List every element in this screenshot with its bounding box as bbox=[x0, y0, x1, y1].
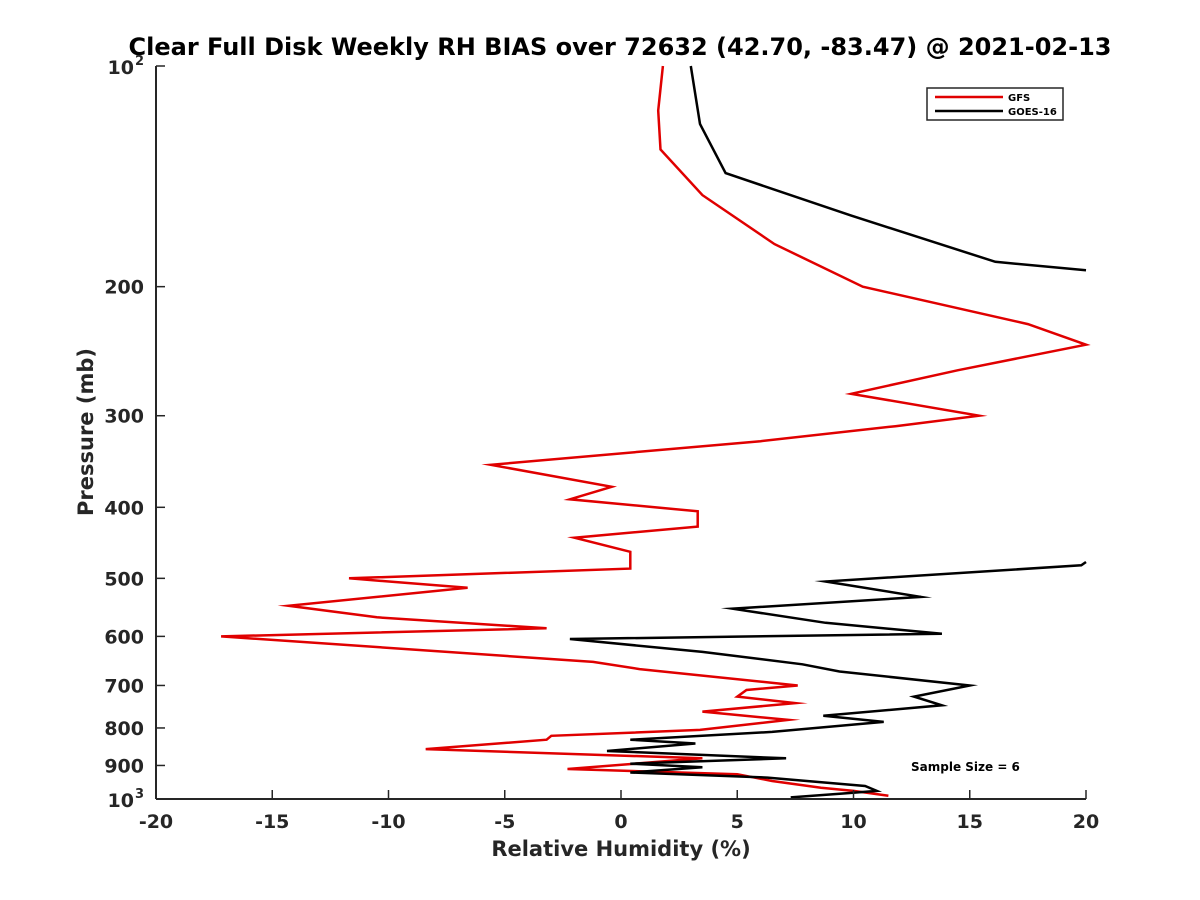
legend: GFS GOES-16 bbox=[926, 87, 1064, 121]
y-tick-label: 500 bbox=[104, 568, 144, 590]
y-tick-label: 10 bbox=[108, 790, 134, 812]
x-tick-label: 10 bbox=[840, 811, 866, 833]
y-tick-label: 900 bbox=[104, 755, 144, 777]
y-tick-label: 400 bbox=[104, 497, 144, 519]
y-tick-label: 200 bbox=[104, 277, 144, 299]
x-tick-label: 0 bbox=[614, 811, 627, 833]
x-tick-label: 5 bbox=[731, 811, 744, 833]
y-tick-base: 10 bbox=[108, 790, 134, 812]
plot-area bbox=[156, 66, 1086, 799]
y-tick-base: 10 bbox=[108, 57, 134, 79]
y-axis-label: Pressure (mb) bbox=[74, 348, 98, 516]
legend-label-goes16: GOES-16 bbox=[1008, 107, 1057, 118]
y-tick-label: 700 bbox=[104, 675, 144, 697]
y-tick-exponent: 2 bbox=[135, 54, 144, 69]
x-tick-label: 20 bbox=[1073, 811, 1099, 833]
legend-box bbox=[926, 87, 1064, 121]
x-ticks: -20 -15 -10 -5 0 5 10 15 20 bbox=[139, 790, 1099, 833]
y-tick-label: 600 bbox=[104, 626, 144, 648]
x-tick-label: 15 bbox=[957, 811, 983, 833]
series-line-goes16 bbox=[569, 65, 1087, 799]
legend-label-gfs: GFS bbox=[1008, 93, 1030, 104]
series-layer bbox=[221, 65, 1091, 799]
chart-title: Clear Full Disk Weekly RH BIAS over 7263… bbox=[129, 33, 1112, 61]
x-tick-label: -15 bbox=[255, 811, 289, 833]
y-tick-label: 800 bbox=[104, 718, 144, 740]
x-tick-label: -20 bbox=[139, 811, 173, 833]
x-tick-label: -10 bbox=[371, 811, 405, 833]
sample-size-annotation: Sample Size = 6 bbox=[911, 760, 1020, 774]
y-tick-label: 300 bbox=[104, 406, 144, 428]
series-line-gfs bbox=[221, 65, 1091, 798]
x-axis-label: Relative Humidity (%) bbox=[491, 837, 750, 861]
x-tick-label: -5 bbox=[494, 811, 515, 833]
y-tick-label: 10 bbox=[108, 57, 134, 79]
y-tick-exponent: 3 bbox=[135, 787, 144, 802]
